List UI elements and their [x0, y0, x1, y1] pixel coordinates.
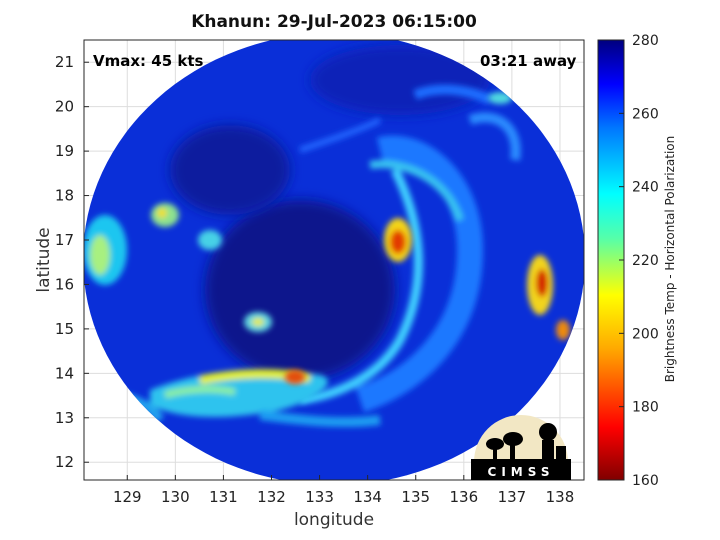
colorbar-tick-label: 240	[632, 180, 659, 196]
y-tick-label: 13	[55, 409, 74, 427]
x-axis-label: longitude	[293, 510, 375, 530]
colorbar-tick-label: 220	[632, 253, 659, 269]
x-tick-label: 136	[449, 488, 478, 506]
y-axis-ticks: 21 20 19 18 17 16 15 14 13 12	[55, 53, 89, 471]
y-tick-label: 14	[55, 364, 74, 382]
x-tick-label: 138	[546, 488, 575, 506]
x-tick-label: 134	[353, 488, 382, 506]
colorbar-tick-label: 180	[632, 400, 659, 416]
x-tick-label: 132	[257, 488, 286, 506]
time-away-label: 03:21 away	[480, 52, 577, 70]
x-tick-label: 133	[305, 488, 334, 506]
cimss-logo: CIMSS	[471, 415, 571, 480]
logo-text: CIMSS	[488, 465, 555, 479]
colorbar-tick-label: 260	[632, 106, 659, 122]
y-tick-label: 16	[55, 275, 74, 293]
x-tick-label: 137	[498, 488, 527, 506]
y-tick-label: 12	[55, 453, 74, 471]
colorbar-tick-label: 280	[632, 33, 659, 49]
colorbar-tick-label: 200	[632, 326, 659, 342]
y-axis-label: latitude	[34, 227, 54, 293]
x-axis-ticks: 129 130 131 132 133 134 135 136 137 138	[113, 475, 574, 506]
satellite-swath	[84, 40, 584, 480]
axes-box	[83, 39, 585, 481]
x-tick-label: 130	[161, 488, 190, 506]
y-tick-label: 15	[55, 320, 74, 338]
colorbar-ticks: 280 260 240 220 200 180 160	[619, 33, 659, 489]
colorbar-label: Brightness Temp - Horizontal Polarizatio…	[663, 135, 677, 383]
figure-title: Khanun: 29-Jul-2023 06:15:00	[191, 12, 477, 32]
x-tick-label: 135	[401, 488, 430, 506]
colorbar-tick-label: 160	[632, 473, 659, 489]
vmax-label: Vmax: 45 kts	[93, 52, 204, 70]
y-tick-label: 18	[55, 187, 74, 205]
y-tick-label: 20	[55, 98, 74, 116]
x-tick-label: 131	[209, 488, 238, 506]
x-tick-label: 129	[113, 488, 142, 506]
y-tick-label: 21	[55, 53, 74, 71]
y-tick-label: 19	[55, 142, 74, 160]
y-tick-label: 17	[55, 231, 74, 249]
